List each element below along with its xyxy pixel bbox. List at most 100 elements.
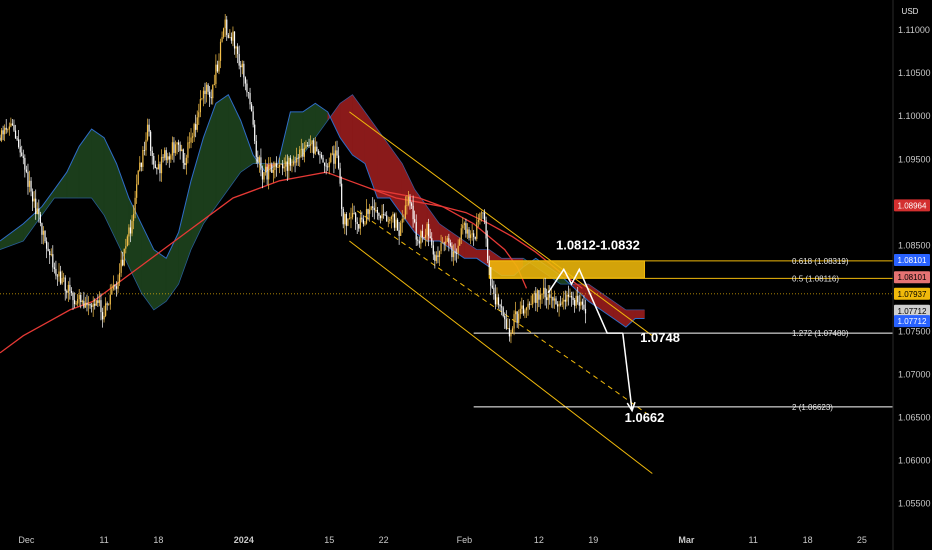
date-tick-label: 15 bbox=[324, 535, 334, 545]
candle-body bbox=[179, 144, 181, 152]
candle-body bbox=[101, 312, 104, 320]
candle-body bbox=[544, 287, 546, 298]
candle-body bbox=[482, 212, 484, 214]
candle-body bbox=[549, 294, 551, 298]
candle-body bbox=[367, 209, 369, 214]
candle-body bbox=[372, 206, 374, 208]
candle-body bbox=[474, 236, 476, 239]
candle-body bbox=[395, 219, 397, 228]
candle-body bbox=[364, 223, 366, 225]
candle-body bbox=[421, 231, 424, 238]
candle-body bbox=[356, 221, 358, 225]
candle-body bbox=[440, 243, 442, 252]
candle-body bbox=[305, 145, 307, 149]
candle-body bbox=[4, 127, 6, 135]
candle-body bbox=[471, 233, 473, 235]
candle-body bbox=[182, 149, 184, 163]
candle-body bbox=[314, 146, 316, 154]
currency-label: USD bbox=[902, 7, 919, 16]
candle-body bbox=[542, 287, 545, 294]
candle-body bbox=[569, 296, 571, 297]
candle-body bbox=[22, 156, 24, 158]
price-tag-label: 1.08101 bbox=[898, 273, 927, 282]
date-tick-label: 11 bbox=[749, 535, 758, 545]
candle-body bbox=[429, 236, 431, 239]
candle-body bbox=[42, 230, 45, 235]
candle-body bbox=[0, 137, 1, 141]
projection-line bbox=[547, 267, 623, 334]
candle-body bbox=[333, 153, 335, 164]
candle-body bbox=[516, 311, 518, 323]
candle-body bbox=[350, 217, 352, 219]
candle-body bbox=[11, 123, 14, 126]
candle-body bbox=[58, 271, 60, 277]
price-tag bbox=[894, 199, 930, 212]
candle-body bbox=[19, 147, 21, 153]
candle-body bbox=[218, 60, 220, 72]
price-tag bbox=[894, 271, 930, 284]
cloud-segment bbox=[215, 94, 229, 208]
fib-level-label: 1.272 (1.07480) bbox=[792, 329, 849, 338]
candle-body bbox=[128, 227, 130, 237]
candle-body bbox=[331, 153, 333, 155]
candle-body bbox=[528, 303, 531, 305]
candle-body bbox=[77, 299, 79, 304]
candle-body bbox=[282, 163, 284, 169]
candle-body bbox=[238, 53, 240, 66]
candle-body bbox=[277, 167, 279, 168]
candle-body bbox=[219, 41, 222, 61]
cloud-segment bbox=[634, 309, 645, 319]
candle-body bbox=[271, 164, 273, 173]
candle-body bbox=[25, 169, 28, 172]
candle-body bbox=[18, 139, 20, 148]
candle-body bbox=[327, 166, 329, 168]
candle-body bbox=[485, 220, 487, 239]
candle-body bbox=[283, 166, 285, 169]
candle-body bbox=[108, 304, 110, 306]
candle-body bbox=[97, 300, 99, 303]
candle-body bbox=[488, 260, 490, 268]
candle-body bbox=[384, 214, 386, 216]
ichimoku-cloud bbox=[0, 93, 645, 328]
candle-body bbox=[519, 308, 521, 314]
candle-body bbox=[170, 155, 172, 160]
candle-body bbox=[445, 241, 447, 244]
candle-body bbox=[243, 63, 245, 78]
candle-body bbox=[398, 230, 400, 236]
candle-body bbox=[56, 275, 59, 277]
candle-body bbox=[132, 213, 135, 221]
candle-body bbox=[497, 297, 500, 305]
candle-body bbox=[347, 218, 349, 226]
candle-body bbox=[428, 223, 430, 237]
candle-body bbox=[527, 303, 529, 308]
candle-body bbox=[59, 271, 62, 284]
candle-body bbox=[30, 180, 32, 192]
candle-body bbox=[480, 212, 483, 214]
candle-body bbox=[483, 212, 486, 221]
candle-body bbox=[227, 34, 229, 38]
candle-body bbox=[80, 294, 82, 303]
candle-body bbox=[322, 157, 324, 163]
candle-body bbox=[334, 150, 337, 164]
candle-body bbox=[50, 254, 52, 256]
candle-body bbox=[24, 157, 26, 170]
candle-body bbox=[297, 157, 299, 159]
candle-body bbox=[285, 161, 287, 167]
candle-body bbox=[2, 130, 4, 135]
candle-body bbox=[185, 157, 187, 166]
candle-body bbox=[546, 297, 548, 301]
candle-body bbox=[8, 126, 10, 130]
candle-body bbox=[563, 299, 565, 302]
candle-body bbox=[160, 156, 163, 174]
candle-body bbox=[351, 212, 354, 218]
candle-body bbox=[420, 231, 422, 244]
candle-body bbox=[164, 150, 166, 158]
candle-body bbox=[187, 142, 189, 158]
candle-body bbox=[392, 214, 394, 217]
projection-arrow-head bbox=[626, 401, 636, 413]
price-annotations: 1.0812-1.0832 1.0748 1.0662 bbox=[556, 238, 680, 425]
candle-body bbox=[341, 183, 343, 209]
candle-body bbox=[75, 303, 77, 305]
candle-body bbox=[550, 296, 552, 298]
